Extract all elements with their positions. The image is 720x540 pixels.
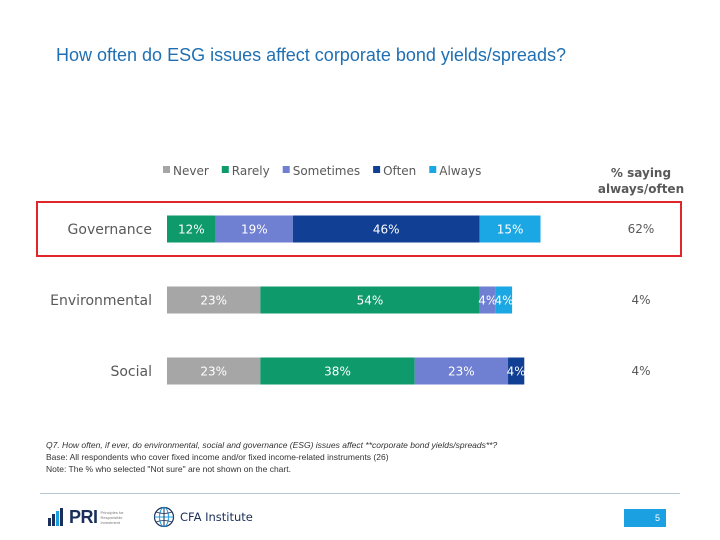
page-number: 5 (624, 509, 666, 527)
bar-governance-often (292, 215, 480, 243)
base-note: Base: All respondents who cover fixed in… (46, 452, 389, 462)
bar-social-often (508, 357, 525, 385)
data-label-environmental-rarely: 54% (357, 294, 384, 308)
not-sure-note: Note: The % who selected "Not sure" are … (46, 464, 291, 474)
category-label-environmental: Environmental (50, 293, 152, 309)
cfa-globe-icon (153, 506, 175, 528)
side-value-governance: 62% (628, 222, 655, 236)
pri-logo-icon (48, 508, 63, 526)
bar-environmental-always (495, 286, 513, 314)
legend-swatch-sometimes (282, 166, 290, 173)
chart-legend: Never Rarely Sometimes Often Always (163, 164, 481, 178)
legend-label-often: Often (383, 164, 416, 178)
cfa-logo: CFA Institute (153, 506, 253, 528)
bar-environmental-rarely (260, 286, 480, 314)
legend-label-sometimes: Sometimes (293, 164, 360, 178)
category-label-social: Social (110, 364, 152, 380)
bar-environmental-never (167, 286, 261, 314)
bar-governance-sometimes (215, 215, 293, 243)
cfa-logo-text: CFA Institute (180, 510, 253, 524)
side-value-social: 4% (631, 364, 650, 378)
data-label-environmental-never: 23% (200, 294, 227, 308)
bar-social-never (167, 357, 261, 385)
pri-logo-text: PRI (69, 506, 98, 527)
legend-label-never: Never (173, 164, 209, 178)
bar-environmental-sometimes (479, 286, 496, 314)
legend-swatch-never (163, 166, 170, 173)
legend-swatch-always (429, 166, 437, 173)
data-label-governance-rarely: 12% (178, 223, 205, 237)
side-header: % saying always/often (598, 166, 684, 196)
data-label-environmental-always: 4% (494, 294, 513, 308)
side-value-environmental: 4% (631, 293, 650, 307)
legend-label-rarely: Rarely (232, 164, 270, 178)
data-label-governance-always: 15% (497, 223, 524, 237)
bars-group: Governance 12% 19% 46% 15% 62% Environmental 23… (50, 215, 655, 385)
pri-logo: PRI Principles for Responsible Investmen… (48, 506, 131, 528)
data-label-social-never: 23% (200, 365, 227, 379)
bar-social-sometimes (414, 357, 509, 385)
bar-social-rarely (260, 357, 415, 385)
footer-divider (40, 493, 680, 494)
governance-highlight-box (36, 201, 682, 257)
side-header-line-2: always/often (598, 182, 684, 196)
question-note: Q7. How often, if ever, do environmental… (46, 440, 498, 450)
legend-swatch-often (373, 166, 381, 173)
bar-governance-always (479, 215, 541, 243)
bar-governance-rarely (167, 215, 216, 243)
data-label-governance-often: 46% (373, 223, 400, 237)
legend-swatch-rarely (221, 166, 229, 173)
data-label-social-sometimes: 23% (448, 365, 475, 379)
data-label-environmental-sometimes: 4% (478, 294, 497, 308)
category-label-governance: Governance (68, 222, 152, 238)
side-header-line-1: % saying (611, 166, 671, 180)
legend-label-always: Always (439, 164, 481, 178)
data-label-social-often: 4% (507, 365, 526, 379)
pri-logo-subtext: Principles for Responsible Investment (100, 509, 124, 525)
stacked-bar-chart: Never Rarely Sometimes Often Always % saying… (36, 164, 684, 385)
chart-title: How often do ESG issues affect corporate… (56, 45, 566, 65)
data-label-social-rarely: 38% (324, 365, 351, 379)
data-label-governance-sometimes: 19% (241, 223, 268, 237)
